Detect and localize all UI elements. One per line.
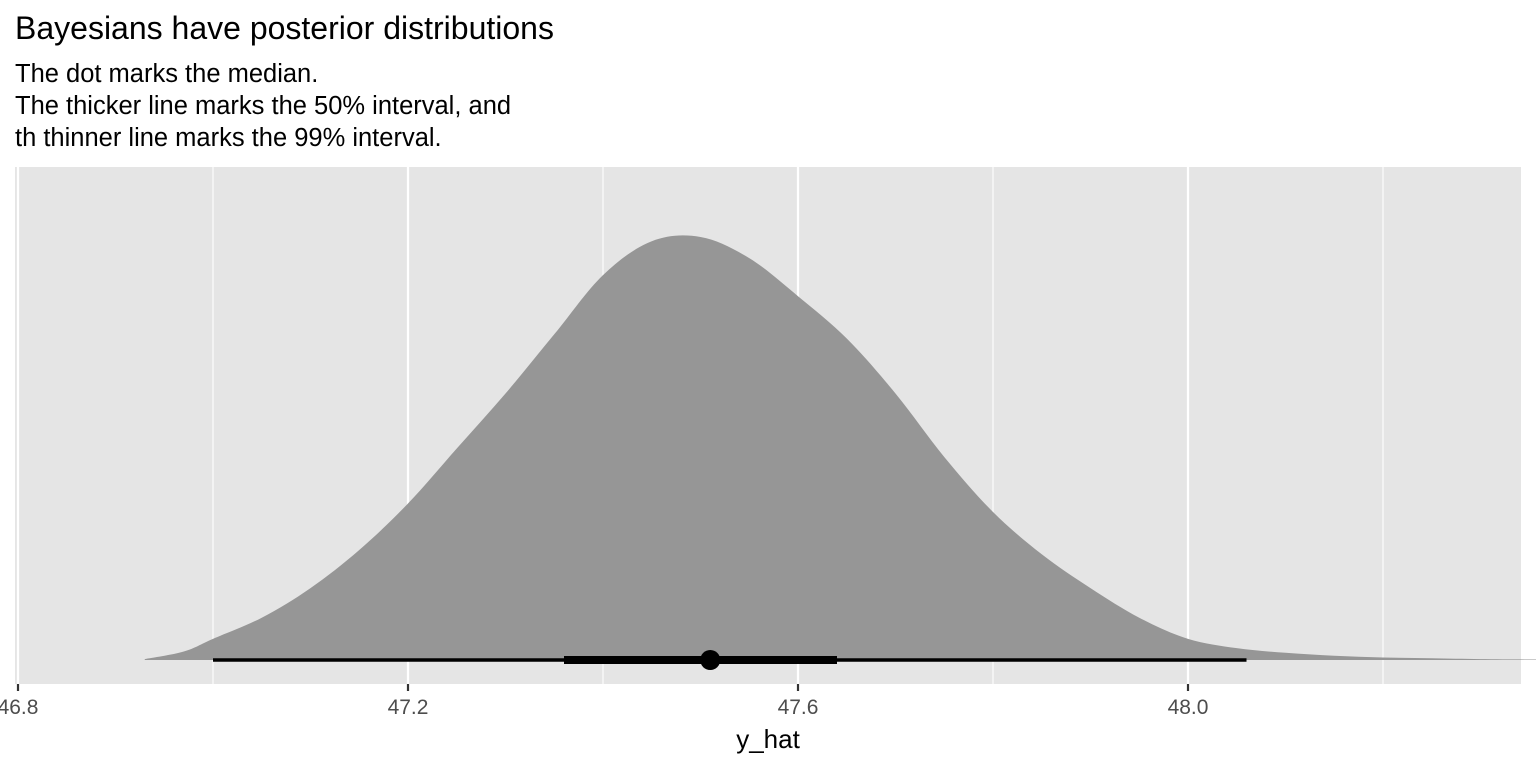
median-dot: [700, 650, 721, 670]
chart-title: Bayesians have posterior distributions: [15, 10, 554, 46]
grid-lines: [16, 167, 1384, 684]
x-tick-label: 48.0: [1168, 696, 1209, 719]
density-area: [144, 235, 1536, 660]
subtitle-line: The thicker line marks the 50% interval,…: [15, 92, 512, 120]
chart-subtitle: The dot marks the median. The thicker li…: [15, 58, 511, 154]
subtitle-line: th thinner line marks the 99% interval.: [15, 124, 442, 152]
x-tick-label: 47.6: [778, 696, 819, 719]
x-tick-label: 46.8: [0, 696, 38, 719]
x-axis-title: y_hat: [736, 724, 800, 754]
subtitle-line: The dot marks the median.: [15, 60, 319, 88]
x-tick-label: 47.2: [388, 696, 429, 719]
x-axis: 46.8 47.2 47.6 48.0: [0, 684, 1208, 719]
